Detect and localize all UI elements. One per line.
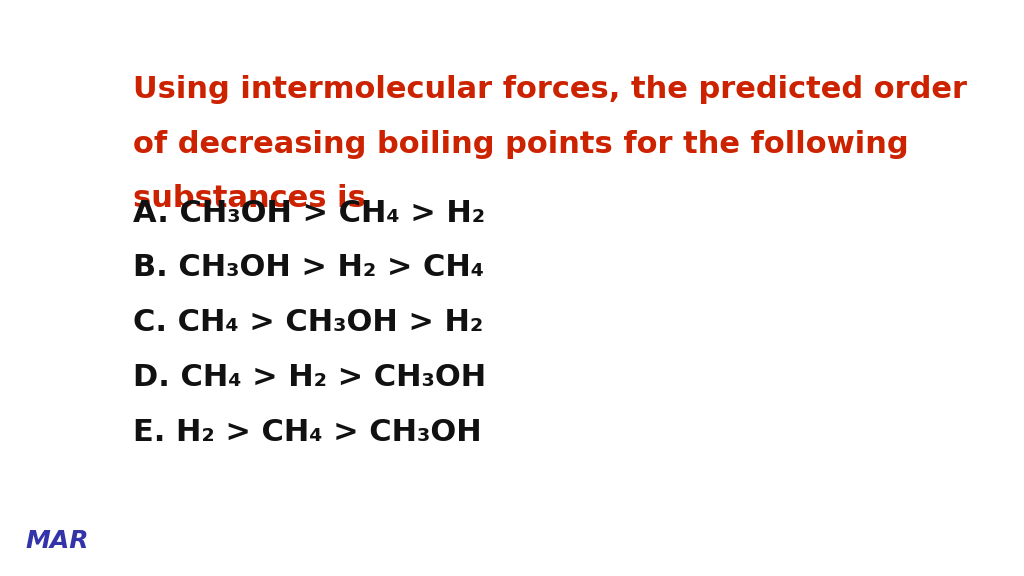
Text: E. H₂ > CH₄ > CH₃OH: E. H₂ > CH₄ > CH₃OH — [133, 418, 482, 446]
Text: C. CH₄ > CH₃OH > H₂: C. CH₄ > CH₃OH > H₂ — [133, 308, 483, 337]
Text: MAR: MAR — [26, 529, 89, 553]
Text: of decreasing boiling points for the following: of decreasing boiling points for the fol… — [133, 130, 909, 158]
Text: Using intermolecular forces, the predicted order: Using intermolecular forces, the predict… — [133, 75, 968, 104]
Text: substances is: substances is — [133, 184, 367, 213]
Text: A. CH₃OH > CH₄ > H₂: A. CH₃OH > CH₄ > H₂ — [133, 199, 485, 228]
Text: D. CH₄ > H₂ > CH₃OH: D. CH₄ > H₂ > CH₃OH — [133, 363, 486, 392]
Text: B. CH₃OH > H₂ > CH₄: B. CH₃OH > H₂ > CH₄ — [133, 253, 484, 282]
